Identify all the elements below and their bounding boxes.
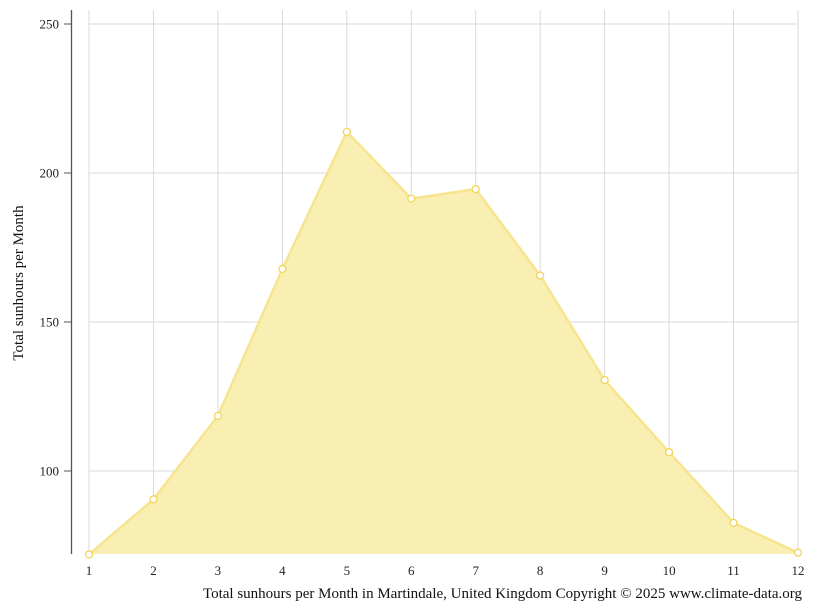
data-point — [600, 375, 609, 385]
x-tick-label: 1 — [86, 563, 93, 578]
y-tick-label: 250 — [40, 17, 60, 32]
data-point — [729, 518, 738, 528]
x-tick-label: 6 — [408, 563, 415, 578]
data-point — [664, 448, 674, 457]
x-tick-label: 11 — [727, 563, 740, 578]
area-fill — [89, 131, 798, 555]
data-point — [278, 264, 287, 274]
x-tick-label: 7 — [472, 563, 479, 578]
data-point — [84, 550, 94, 559]
plot-area — [88, 130, 799, 556]
data-point — [342, 127, 351, 137]
y-tick-label: 100 — [40, 464, 60, 479]
x-tick-label: 10 — [663, 563, 676, 578]
y-axis-title: Total sunhours per Month — [11, 205, 27, 361]
y-tick-label: 200 — [40, 166, 60, 181]
x-tick-label: 12 — [792, 563, 805, 578]
data-point — [407, 194, 416, 203]
data-point — [793, 548, 803, 557]
x-tick-label: 2 — [150, 563, 157, 578]
chart-caption: Total sunhours per Month in Martindale, … — [203, 586, 803, 602]
x-tick-label: 3 — [215, 563, 222, 578]
data-point — [471, 184, 480, 194]
series-line — [88, 130, 799, 556]
x-tick-label: 9 — [601, 563, 608, 578]
y-tick-label: 150 — [40, 315, 60, 330]
x-tick-label: 5 — [344, 563, 351, 578]
axes — [64, 10, 73, 554]
data-point — [536, 271, 545, 280]
x-tick-label: 4 — [279, 563, 286, 578]
x-tick-label: 8 — [537, 563, 544, 578]
data-markers — [84, 127, 803, 559]
data-point — [213, 411, 223, 421]
data-point — [149, 495, 158, 504]
